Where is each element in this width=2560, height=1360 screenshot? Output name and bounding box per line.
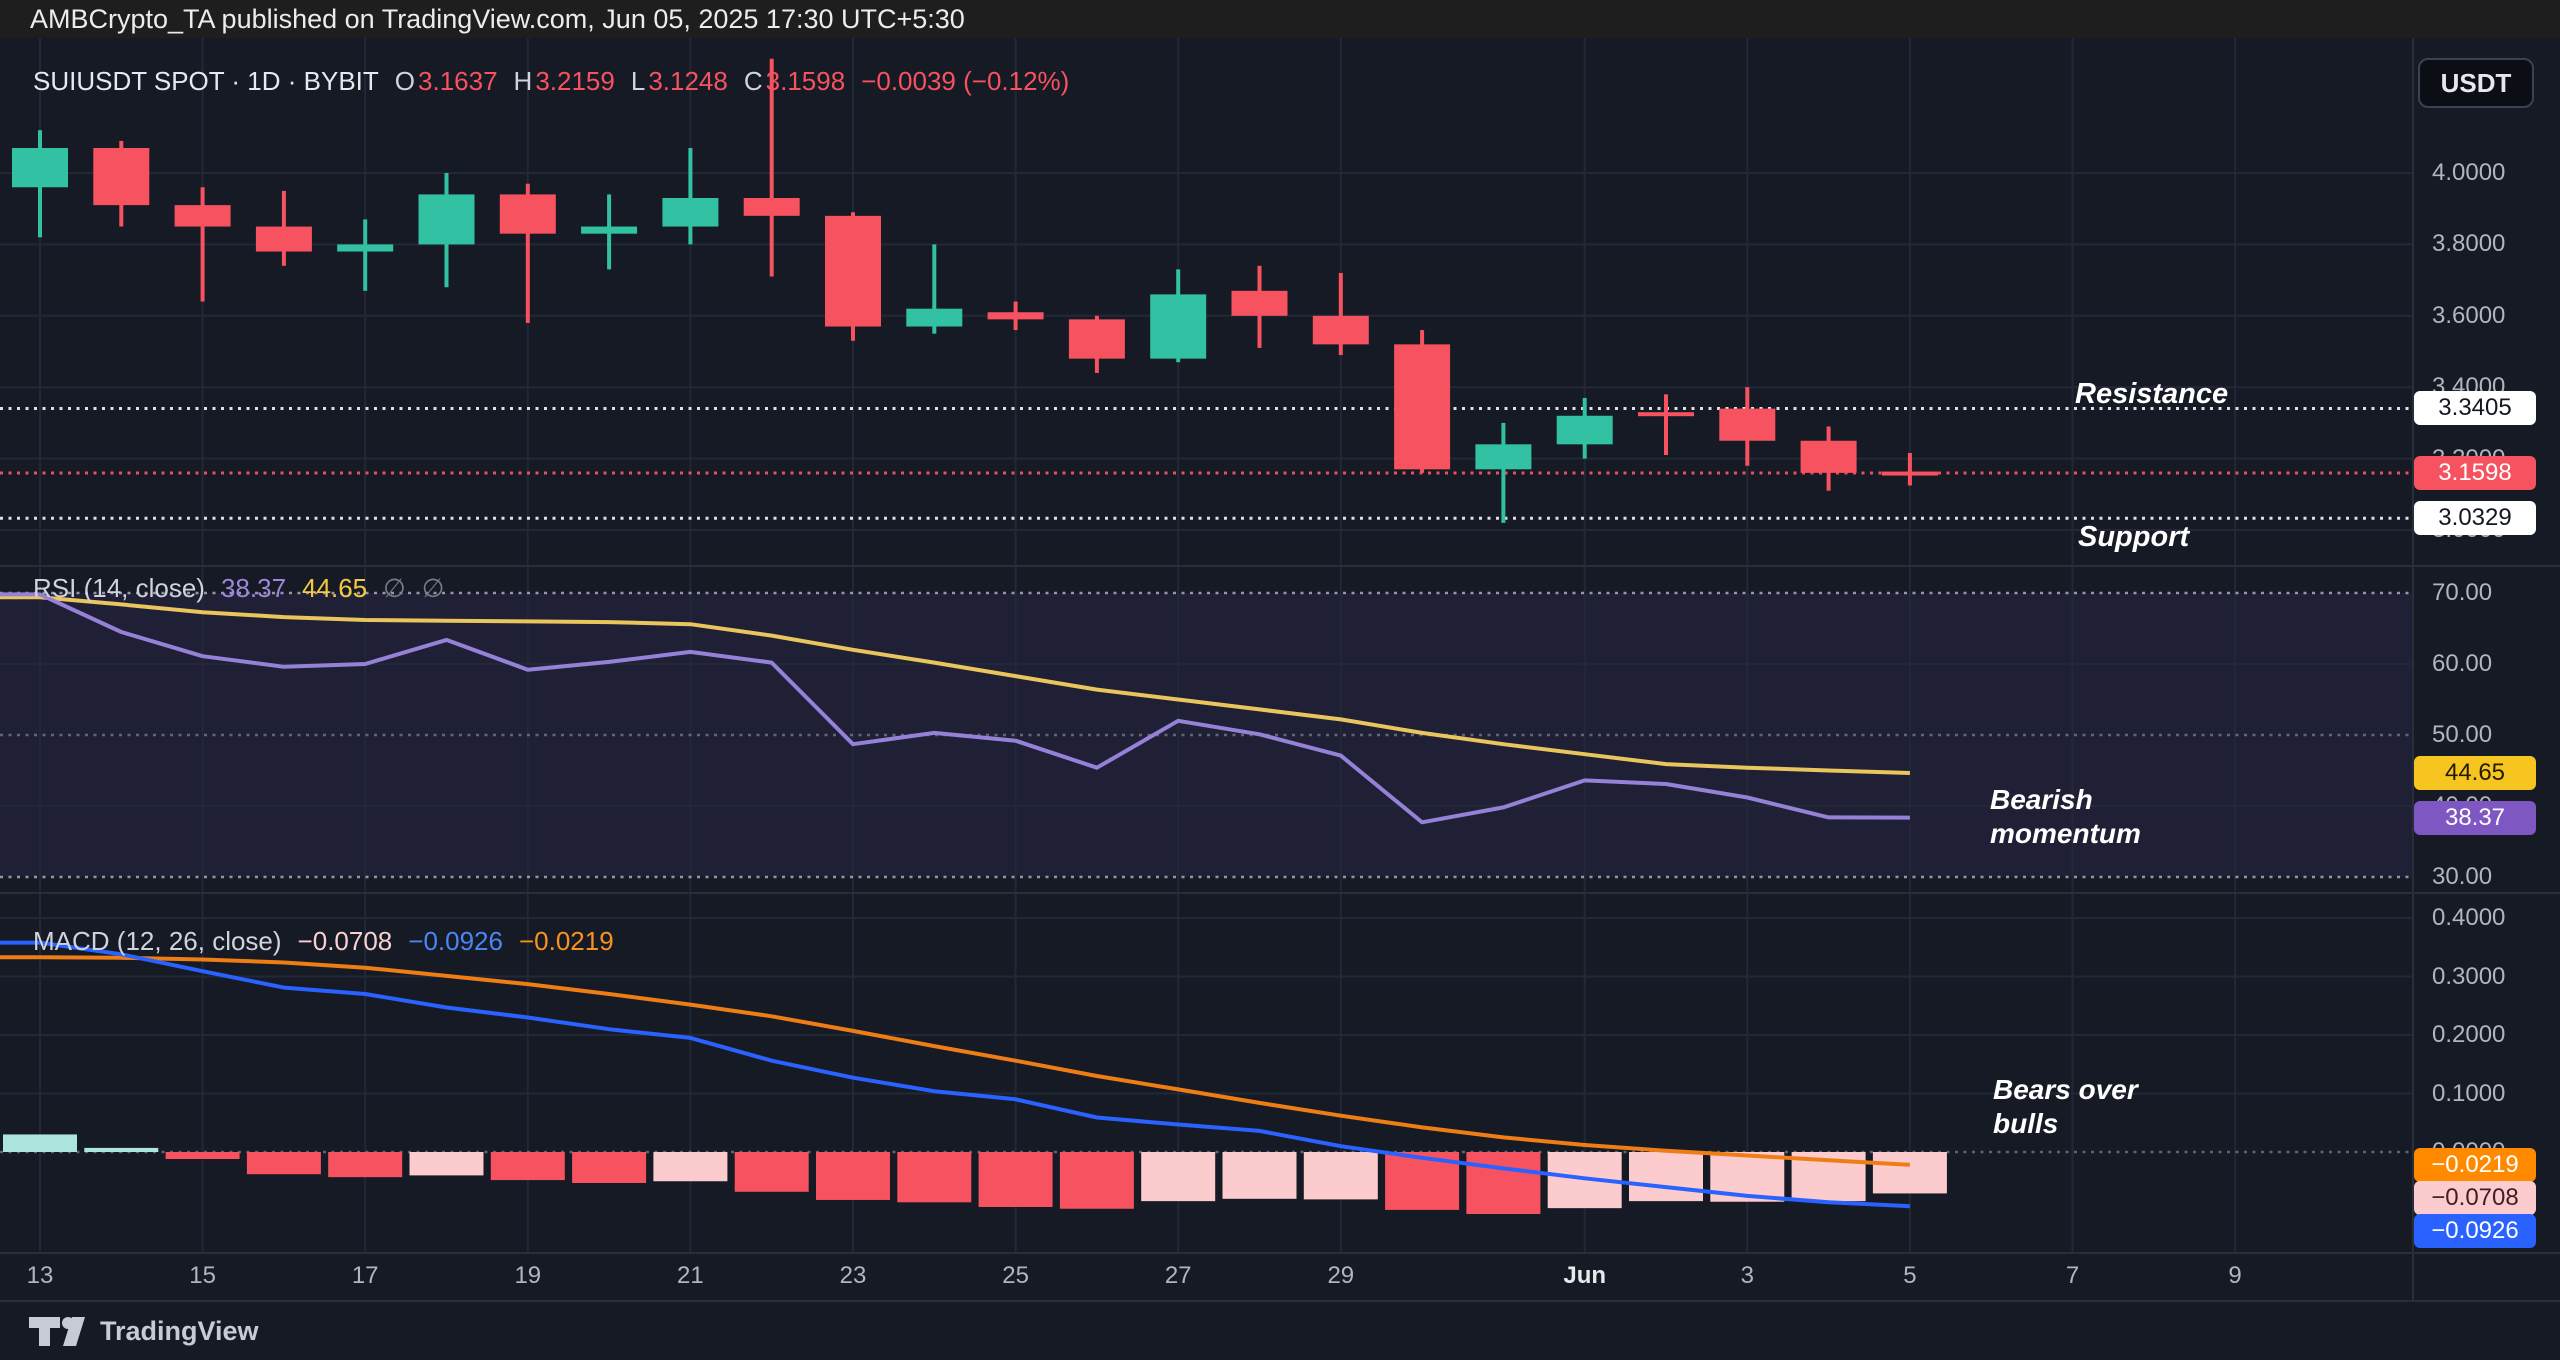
time-tick-label: 5	[1903, 1262, 1917, 1289]
macd-line-value: −0.0926	[408, 926, 503, 956]
ohlc-low: L 3.1248	[630, 66, 728, 96]
price-scale-separator	[2412, 38, 2414, 1300]
symbol-title[interactable]: SUIUSDT SPOT · 1D · BYBIT	[33, 66, 379, 96]
time-tick-label: Jun	[1563, 1262, 1607, 1289]
footer-separator	[0, 1300, 2560, 1302]
support-label: Support	[2078, 521, 2190, 553]
macd-histogram-value: −0.0708	[297, 926, 393, 956]
currency-toggle-button[interactable]: USDT	[2418, 58, 2534, 108]
macd-histogram-badge: −0.0708	[2414, 1181, 2536, 1215]
macd-signal-value: −0.0219	[518, 926, 614, 956]
rsi-line-rsi	[0, 592, 1910, 825]
time-tick-label: 29	[1327, 1262, 1355, 1289]
pane-separator[interactable]	[0, 892, 2560, 894]
axis-tick-label: 3.6000	[2432, 301, 2506, 329]
time-tick-label: 25	[1002, 1262, 1029, 1289]
axis-tick-label: 0.3000	[2432, 962, 2506, 990]
axis-tick-label: 0.4000	[2432, 904, 2506, 931]
axis-tick-label: 0.1000	[2432, 1079, 2506, 1107]
tradingview-wordmark[interactable]: TradingView	[100, 1315, 259, 1346]
axis-tick-label: 50.00	[2432, 721, 2493, 748]
ohlc-open: O 3.1637	[394, 66, 498, 96]
rsi-ma-badge: 44.65	[2414, 755, 2536, 790]
rsi-value-badge: 38.37	[2414, 800, 2536, 835]
ohlc-high: H 3.2159	[513, 66, 615, 96]
rsi-legend: RSI (14, close) 38.37 44.65 ∅ ∅	[33, 573, 444, 604]
axis-tick-label: 4.0000	[2432, 159, 2506, 186]
time-tick-label: 27	[1164, 1262, 1192, 1289]
time-tick-label: 19	[514, 1262, 542, 1289]
rsi-indicator-title[interactable]: RSI (14, close)	[33, 573, 205, 603]
time-tick-label: 23	[839, 1262, 867, 1289]
axis-tick-label: 70.00	[2432, 579, 2493, 606]
empty-set-icon: ∅	[421, 573, 445, 603]
rsi-note: Bearish momentum	[1990, 784, 2141, 849]
last-price-badge: 3.1598	[2414, 455, 2536, 490]
macd-note: Bears over bulls	[1993, 1074, 2138, 1139]
publication-title: AMBCrypto_TA published on TradingView.co…	[30, 3, 965, 34]
macd-signal-line	[0, 955, 1911, 1167]
price-scale[interactable]: USDT 4.00003.80003.60003.40003.20003.000…	[2412, 38, 2560, 1300]
axis-tick-label: 3.8000	[2432, 230, 2506, 258]
time-tick-label: 3	[1740, 1262, 1754, 1289]
change-value: −0.0039 (−0.12%)	[861, 66, 1070, 96]
ohlc-close: C 3.1598	[743, 66, 846, 96]
time-tick-label: 13	[26, 1262, 54, 1289]
support-price-badge: 3.0329	[2414, 501, 2536, 536]
symbol-legend: SUIUSDT SPOT · 1D · BYBIT O 3.1637 H 3.215…	[33, 66, 1069, 97]
time-axis-separator	[0, 1252, 2560, 1254]
candlestick-series	[12, 58, 1938, 523]
resistance-label: Resistance	[2075, 378, 2229, 410]
rsi-line-rsi-based-ma	[0, 595, 1910, 775]
time-tick-label: 15	[189, 1262, 216, 1289]
axis-tick-label: 0.2000	[2432, 1021, 2506, 1048]
macd-signal-badge: −0.0219	[2414, 1148, 2536, 1182]
rsi-pane[interactable]	[0, 566, 2412, 893]
time-tick-label: 9	[2228, 1262, 2242, 1289]
publication-header: AMBCrypto_TA published on TradingView.co…	[0, 0, 2560, 38]
macd-pane[interactable]	[0, 893, 2412, 1252]
rsi-current-value: 38.37	[220, 573, 287, 603]
resistance-price-badge: 3.3405	[2414, 391, 2536, 426]
tradingview-logo-icon[interactable]	[28, 1314, 86, 1348]
footer-bar: TradingView	[0, 1302, 2560, 1360]
time-tick-label: 17	[351, 1262, 379, 1289]
time-tick-label: 21	[677, 1262, 704, 1289]
pane-separator[interactable]	[0, 565, 2560, 567]
macd-histogram	[3, 1134, 1947, 1215]
macd-indicator-title[interactable]: MACD (12, 26, close)	[33, 926, 282, 956]
macd-legend: MACD (12, 26, close) −0.0708 −0.0926 −0.…	[33, 926, 614, 957]
rsi-ma-value: 44.65	[302, 573, 368, 603]
price-pane[interactable]	[0, 38, 2412, 566]
axis-tick-label: 60.00	[2432, 650, 2493, 677]
macd-line-badge: −0.0926	[2414, 1214, 2536, 1248]
axis-tick-label: 30.00	[2432, 863, 2493, 890]
empty-set-icon: ∅	[383, 573, 406, 603]
time-scale[interactable]: 13 15 17 19 21 23 25 27 29 Jun 3 5 7 9	[0, 1254, 2412, 1300]
time-tick-label: 7	[2065, 1262, 2080, 1289]
macd-line	[0, 940, 1910, 1209]
